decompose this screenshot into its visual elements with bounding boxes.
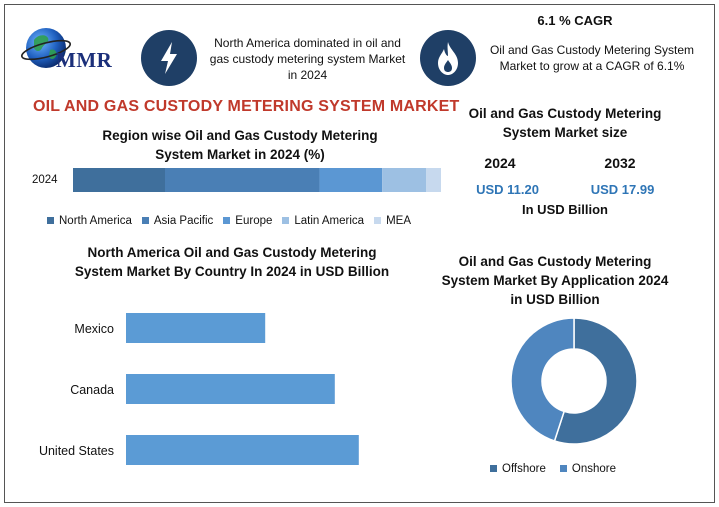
legend-label: Onshore (571, 462, 617, 475)
legend-swatch (47, 217, 54, 224)
infographic-frame (4, 4, 715, 503)
value-2024: USD 11.20 (476, 182, 539, 197)
legend-swatch (374, 217, 382, 224)
value-2032: USD 17.99 (590, 182, 655, 197)
year-2024: 2024 (484, 155, 516, 171)
application-chart-title: Oil and Gas Custody Metering System Mark… (441, 254, 669, 307)
legend-label: Asia Pacific (153, 214, 214, 227)
donut-slice-offshore (553, 317, 638, 445)
flame-icon (420, 30, 476, 86)
legend-label: Europe (235, 214, 273, 227)
country-label-united-states: United States (39, 444, 114, 458)
legend-swatch (559, 465, 567, 472)
legend-item-asia-pacific: Asia Pacific (141, 214, 214, 227)
application-legend: Offshore Onshore (490, 459, 690, 477)
market-size-title: Oil and Gas Custody Metering System Mark… (468, 106, 662, 140)
region-segment-north-america (73, 168, 165, 192)
region-segment-latin-america (382, 168, 427, 192)
country-bar-canada (126, 374, 335, 404)
region-stacked-bar (73, 168, 441, 192)
donut-slice-onshore (510, 317, 575, 442)
country-bar-united-states (126, 435, 359, 465)
year-2032: 2032 (604, 155, 636, 171)
legend-item-latin-america: Latin America (282, 215, 364, 227)
lightning-icon (141, 30, 197, 86)
legend-label: MEA (386, 214, 411, 227)
legend-item-onshore: Onshore (559, 462, 617, 475)
region-segment-asia-pacific (165, 168, 320, 192)
legend-swatch (282, 217, 290, 224)
region-segment-mea (426, 168, 441, 192)
application-donut-chart (510, 317, 638, 445)
region-segment-europe (319, 168, 383, 192)
header-right-text: Oil and Gas Custody Metering System Mark… (489, 43, 695, 73)
region-category-label: 2024 (32, 174, 58, 186)
legend-item-europe: Europe (223, 215, 272, 227)
legend-item-offshore: Offshore (490, 463, 546, 475)
logo-text: MMR (56, 48, 113, 72)
header-left-text: North America dominated in oil and gas c… (209, 36, 406, 82)
cagr-label: 6.1 % CAGR (537, 13, 613, 28)
market-size-unit: In USD Billion (522, 202, 608, 217)
country-bar-mexico (126, 313, 266, 343)
legend-swatch (490, 465, 497, 472)
country-bar-chart: Mexico Canada United States (39, 313, 359, 465)
region-chart-title: Region wise Oil and Gas Custody Metering… (102, 128, 378, 162)
country-label-canada: Canada (70, 383, 114, 397)
main-title: OIL AND GAS CUSTODY METERING SYSTEM MARK… (33, 98, 460, 115)
country-chart-title: North America Oil and Gas Custody Meteri… (74, 245, 390, 279)
legend-label: Offshore (502, 462, 546, 475)
legend-label: North America (59, 214, 132, 227)
legend-swatch (223, 217, 231, 224)
country-label-mexico: Mexico (74, 322, 114, 336)
legend-label: Latin America (294, 214, 365, 227)
legend-item-mea: MEA (374, 215, 411, 227)
globe-icon (20, 28, 72, 68)
legend-swatch (141, 217, 149, 224)
legend-item-north-america: North America (47, 215, 132, 227)
mmr-logo: MMR (16, 20, 136, 80)
region-legend: North America Asia Pacific Europe Latin Ame… (47, 211, 447, 229)
